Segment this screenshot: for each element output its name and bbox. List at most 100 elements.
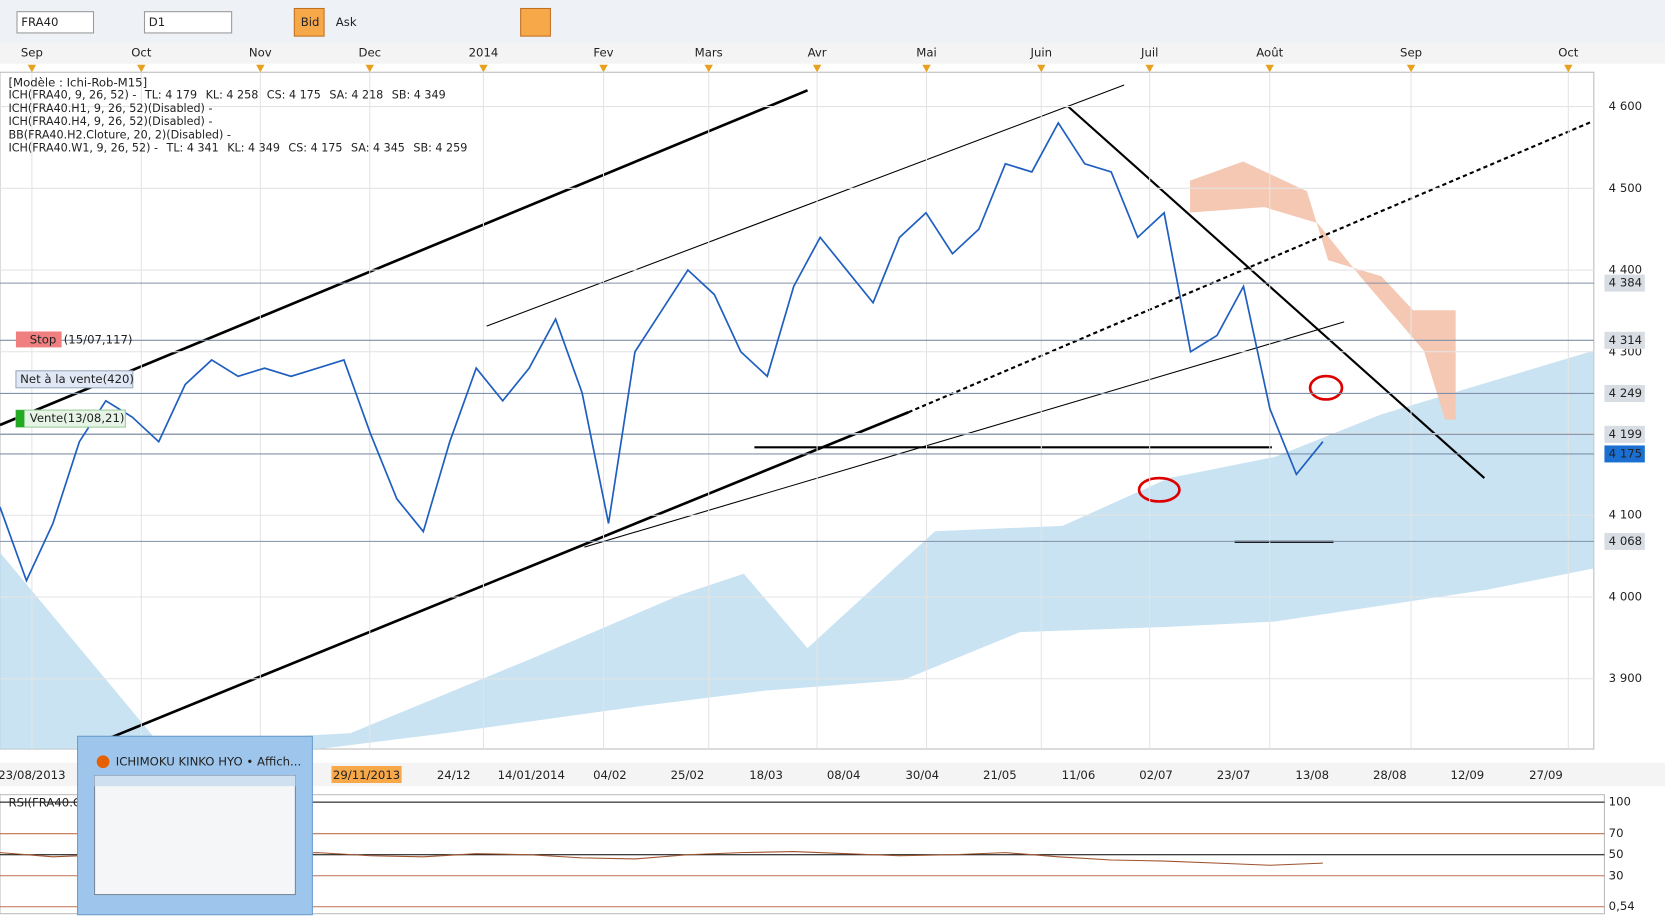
legend-title: [Modèle : Ichi-Rob-M15]: [9, 75, 148, 89]
month-label: Juil: [1140, 46, 1158, 60]
level-tag: [1604, 445, 1645, 463]
date-label: 30/04: [905, 768, 939, 782]
month-label: Juin: [1030, 46, 1052, 60]
ichimoku-cloud-red: [1190, 161, 1456, 420]
date-label: 18/03: [749, 768, 783, 782]
month-marker: [1406, 64, 1416, 73]
rsi-tick-label: 100: [1609, 795, 1631, 809]
level-tag: [1604, 532, 1645, 550]
trend-line: [908, 121, 1592, 414]
legend-item: ICH(FRA40.H1, 9, 26, 52)(Disabled) -: [9, 102, 213, 115]
date-label: 04/02: [593, 768, 627, 782]
date-label: 28/08: [1373, 768, 1407, 782]
rsi-tick-label: 30: [1609, 868, 1624, 882]
level-label: 4 249: [1609, 386, 1642, 400]
trend-line: [95, 410, 909, 745]
month-bar: [0, 42, 1665, 64]
ask[interactable]: Ask: [336, 15, 357, 29]
legend-item: KL: 4 258: [206, 89, 259, 102]
legend-item: KL: 4 349: [227, 142, 280, 155]
level-label: 4 068: [1609, 534, 1642, 548]
level-label: 4 199: [1609, 427, 1642, 441]
date-label: 24/12: [437, 768, 471, 782]
date-label: 27/09: [1529, 768, 1563, 782]
date-label: 11/06: [1062, 768, 1096, 782]
order-stop: Stop: [30, 332, 57, 346]
y-tick-label: 4 500: [1609, 181, 1642, 195]
month-label: 2014: [469, 46, 499, 60]
net-tag: [15, 370, 134, 389]
month-marker: [256, 64, 265, 73]
date-label: 25/02: [671, 768, 705, 782]
level-tag: [1604, 425, 1645, 443]
trend-line: [1067, 105, 1486, 479]
bid: Bid: [301, 15, 320, 29]
legend-item: SB: 4 259: [413, 142, 467, 155]
date-label: 13/08: [1295, 768, 1329, 782]
legend-item: ICH(FRA40.H4, 9, 26, 52)(Disabled) -: [9, 115, 213, 128]
channel-line: [486, 84, 1125, 327]
tool-button[interactable]: [520, 7, 551, 37]
date-label: 12/09: [1451, 768, 1485, 782]
trend-line: [0, 89, 809, 427]
level-label: 4 175: [1609, 446, 1642, 460]
preview-title: ICHIMOKU KINKO HYO • Affich...: [116, 754, 301, 768]
level-tag: [1604, 274, 1645, 292]
month-marker: [599, 64, 608, 73]
order-stop-info: (15/07,117): [64, 332, 133, 346]
price-line: [0, 121, 1324, 583]
month-marker: [1564, 64, 1573, 73]
legend-item: TL: 4 179: [144, 89, 197, 102]
month-marker: [704, 64, 713, 73]
order-net: Net à la vente(420): [20, 372, 134, 386]
date-label: 23/07: [1217, 768, 1251, 782]
legend-item: SB: 4 349: [392, 89, 446, 102]
month-marker: [1037, 64, 1046, 73]
month-label: Sep: [21, 46, 43, 60]
date-label: 02/07: [1139, 768, 1173, 782]
stop-tag: [15, 331, 62, 348]
order-sell: Vente(13/08,21): [30, 411, 125, 425]
ichimoku-cloud: [0, 350, 1594, 750]
legend-item: ICH(FRA40.W1, 9, 26, 52) -: [9, 142, 159, 155]
symbol: FRA40: [21, 15, 58, 29]
level-label: 4 384: [1609, 276, 1642, 290]
legend-item: CS: 4 175: [288, 142, 342, 155]
bid-button[interactable]: [293, 7, 325, 37]
toolbar: [0, 0, 1665, 43]
symbol-select[interactable]: [16, 11, 95, 34]
month-marker: [922, 64, 931, 73]
month-label: Nov: [249, 46, 272, 60]
date-highlight: [331, 766, 402, 784]
date-label: 23/08/2013: [0, 768, 66, 782]
browser-icon: [96, 755, 110, 769]
y-tick-label: 4 000: [1609, 589, 1642, 603]
date-label: 29/11/2013: [333, 768, 400, 782]
month-marker: [27, 64, 37, 73]
rsi-tick-label: 50: [1609, 847, 1624, 861]
legend-item: SA: 4 345: [351, 142, 405, 155]
level-label: 4 314: [1609, 333, 1642, 347]
level-tag: [1604, 384, 1645, 402]
date-bar: [0, 762, 1665, 787]
timeframe-select[interactable]: [143, 11, 233, 34]
sell-marker: [15, 410, 25, 428]
month-marker: [1145, 64, 1154, 73]
timeframe: D1: [149, 15, 165, 29]
y-tick-label: 4 100: [1609, 508, 1642, 522]
month-label: Avr: [808, 46, 827, 60]
month-label: Oct: [1558, 46, 1579, 60]
date-label: 21/05: [983, 768, 1017, 782]
month-marker: [1265, 64, 1274, 73]
month-label: Oct: [131, 46, 152, 60]
y-tick-label: 3 900: [1609, 671, 1642, 685]
legend-item: SA: 4 218: [329, 89, 383, 102]
month-label: Mars: [695, 46, 723, 60]
date-label: 08/04: [827, 768, 861, 782]
legend-item: ICH(FRA40, 9, 26, 52) -: [9, 89, 137, 102]
date-label: 14/01/2014: [498, 768, 565, 782]
month-label: Mai: [916, 46, 936, 60]
